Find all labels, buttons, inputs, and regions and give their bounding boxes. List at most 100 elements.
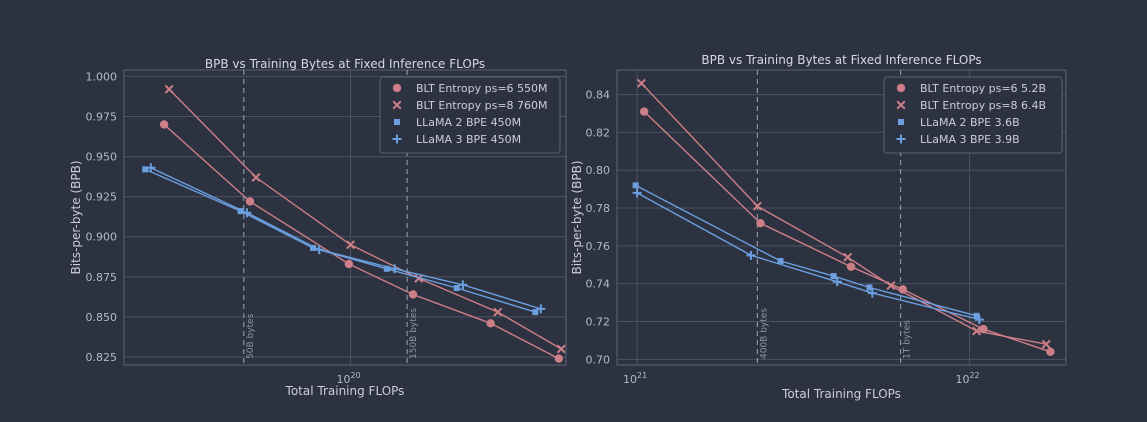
data-point [310,244,317,251]
data-point [639,107,649,116]
data-point [453,285,460,292]
data-point [142,166,149,173]
data-point [390,264,400,274]
data-point [383,265,390,272]
legend-marker [392,134,402,144]
reference-line-label: 50B bytes [246,313,256,359]
data-point [346,240,356,250]
data-point [830,273,837,280]
data-point [159,120,169,129]
legend-marker [896,100,906,110]
data-point [408,290,418,299]
legend-entry: LLaMA 3 BPE 3.9B [920,133,1020,146]
data-point [164,84,174,94]
series-line [144,168,536,313]
data-point [493,307,503,317]
y-tick-label: 0.78 [586,202,611,215]
series-line [150,167,542,310]
chart-2: 0.84 0.82 0.80 0.78 0.76 0.74 0.72 0.70 1021 1022… [570,53,1067,401]
data-point [536,304,546,314]
y-tick-label: 0.76 [586,240,611,253]
y-tick-label: 0.850 [86,311,118,324]
data-point [777,257,784,264]
y-tick-label: 0.925 [86,191,118,204]
y-axis-label: Bits-per-byte (BPB) [570,160,584,274]
legend-entry: BLT Entropy ps=6 5.2B [920,82,1046,95]
data-point [146,163,156,173]
data-point [486,319,495,328]
data-point [237,208,244,215]
data-point [414,273,424,283]
data-point [756,218,765,228]
legend-entry: LLaMA 3 BPE 450M [416,133,521,146]
data-point [632,188,642,198]
data-point [314,245,324,255]
legend-marker [896,134,906,144]
series-line [168,88,562,350]
data-point [866,284,873,291]
legend-marker [392,83,402,93]
legend-entry: BLT Entropy ps=8 6.4B [920,99,1046,112]
chart-1: 1.000 0.975 0.950 0.925 0.900 0.875 0.850 0.825… [69,57,567,398]
legend: BLT Entropy ps=6 550M BLT Entropy ps=8 76… [379,76,561,154]
series-line [643,111,1051,353]
x-axis-label: Total Training FLOPs [781,387,901,401]
data-point [886,281,896,291]
y-tick-label: 0.975 [86,110,118,123]
plot-frame [616,69,1067,366]
data-point [245,197,255,206]
chart-title: BPB vs Training Bytes at Fixed Inference… [701,53,981,67]
data-point [752,201,762,211]
y-tick-label: 0.80 [586,164,611,177]
x-tick-label: 1022 [955,371,979,386]
data-point [972,326,982,336]
data-point [1041,339,1051,349]
data-point [832,277,842,287]
x-tick-label: 1020 [336,371,360,386]
data-point [974,315,984,325]
reference-line-label: 150B bytes [409,308,419,359]
data-point [636,78,646,88]
legend-box [379,76,561,154]
y-tick-label: 0.74 [586,278,611,291]
data-point [554,354,564,363]
series-line [640,82,1047,345]
legend-entry: LLaMA 2 BPE 450M [416,116,521,129]
legend-marker [392,100,402,110]
y-tick-label: 0.950 [86,151,118,164]
data-point [344,259,354,269]
y-tick-label: 0.70 [586,353,611,366]
data-point [867,288,877,298]
reference-line-label: 1T bytes [903,320,913,359]
legend-marker [896,83,906,93]
y-tick-label: 1.000 [86,70,118,83]
legend-marker [394,119,400,125]
y-tick-label: 0.875 [86,271,118,284]
series-line [163,123,560,360]
data-point [632,182,639,189]
y-tick-label: 0.900 [86,231,118,244]
legend-marker [898,119,904,125]
data-point [532,309,539,316]
data-point [746,250,756,260]
series-line [636,192,980,321]
y-tick-label: 0.84 [586,89,611,102]
data-point [973,312,980,319]
data-point [242,208,252,218]
data-point [1046,347,1055,356]
legend-box [883,76,1063,154]
chart-title: BPB vs Training Bytes at Fixed Inference… [205,57,485,71]
x-tick-label: 1021 [623,371,647,386]
data-point [846,262,856,271]
data-point [556,344,566,354]
reference-line-label: 400B bytes [759,308,769,359]
y-tick-label: 0.825 [86,351,118,364]
legend: BLT Entropy ps=6 5.2B BLT Entropy ps=8 6.… [883,76,1063,154]
legend-entry: LLaMA 2 BPE 3.6B [920,116,1020,129]
plot-frame [123,69,567,366]
y-tick-label: 0.72 [586,316,611,329]
legend-entry: BLT Entropy ps=6 550M [416,82,548,95]
legend-entry: BLT Entropy ps=8 760M [416,99,548,112]
data-point [251,172,261,182]
